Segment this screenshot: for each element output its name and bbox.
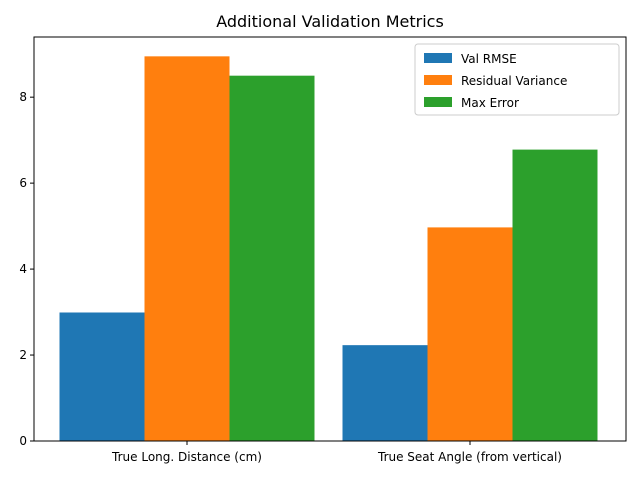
legend-label: Val RMSE — [461, 52, 517, 66]
y-tick-label: 6 — [19, 176, 27, 190]
chart-title: Additional Validation Metrics — [216, 12, 444, 31]
bar-residual-variance-1 — [427, 227, 513, 441]
bar-val-rmse-1 — [342, 345, 428, 441]
bar-residual-variance-0 — [144, 56, 230, 442]
bar-max-error-1 — [512, 149, 598, 441]
legend-label: Residual Variance — [461, 74, 567, 88]
legend-swatch — [424, 97, 452, 107]
legend-label: Max Error — [461, 96, 519, 110]
axes-frame — [33, 36, 627, 442]
legend-swatch — [424, 53, 452, 63]
y-tick-label: 0 — [19, 434, 27, 448]
legend-frame — [414, 43, 620, 116]
y-tick-label: 4 — [19, 262, 27, 276]
bar-val-rmse-0 — [59, 312, 145, 441]
x-tick-label: True Seat Angle (from vertical) — [377, 450, 562, 464]
y-tick-label: 8 — [19, 90, 27, 104]
x-tick-label: True Long. Distance (cm) — [111, 450, 262, 464]
y-tick-label: 2 — [19, 348, 27, 362]
legend: Val RMSE Residual Variance Max Error — [414, 43, 620, 116]
legend-swatch — [424, 75, 452, 85]
bar-max-error-0 — [229, 75, 315, 442]
bars-group — [59, 56, 598, 442]
axes-group: 0 2 4 6 8 True Long. Distance (cm) True Seat A… — [19, 36, 627, 464]
